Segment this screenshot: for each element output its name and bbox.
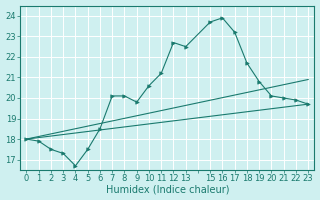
X-axis label: Humidex (Indice chaleur): Humidex (Indice chaleur): [106, 184, 229, 194]
